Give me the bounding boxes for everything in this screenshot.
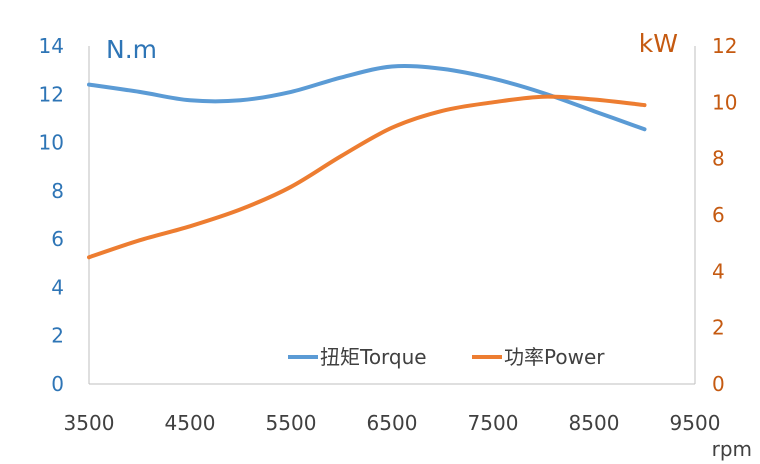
right-tick-label: 10 [712, 90, 737, 114]
series-lines [87, 64, 647, 260]
left-tick-label: 14 [39, 34, 64, 58]
right-tick-label: 2 [712, 316, 725, 340]
torque-series-line [87, 64, 647, 132]
x-axis-ticks: 3500 4500 5500 6500 7500 8500 9500 [64, 411, 721, 435]
right-tick-label: 0 [712, 372, 725, 396]
right-axis-ticks: 0 2 4 6 8 10 12 [712, 34, 737, 396]
left-tick-label: 8 [51, 179, 64, 203]
legend: 扭矩Torque 功率Power [288, 345, 605, 369]
left-tick-label: 4 [51, 275, 64, 299]
x-tick-label: 4500 [165, 411, 216, 435]
left-axis-unit: N.m [106, 35, 157, 64]
left-tick-label: 2 [51, 324, 64, 348]
left-tick-label: 6 [51, 227, 64, 251]
left-tick-label: 10 [39, 131, 64, 155]
axes [88, 46, 696, 385]
x-axis-label: rpm [712, 437, 752, 461]
x-tick-label: 3500 [64, 411, 115, 435]
right-tick-label: 6 [712, 203, 725, 227]
x-tick-label: 9500 [670, 411, 721, 435]
left-tick-label: 0 [51, 372, 64, 396]
left-axis-ticks: 0 2 4 6 8 10 12 14 [39, 34, 64, 396]
power-series-line [87, 94, 647, 260]
legend-label-torque: 扭矩Torque [320, 345, 427, 369]
legend-label-power: 功率Power [504, 345, 605, 369]
right-tick-label: 4 [712, 259, 725, 283]
right-axis-unit: kW [639, 29, 678, 58]
x-tick-label: 7500 [468, 411, 519, 435]
x-tick-label: 8500 [569, 411, 620, 435]
x-tick-label: 5500 [266, 411, 317, 435]
right-tick-label: 12 [712, 34, 737, 58]
left-tick-label: 12 [39, 82, 64, 106]
right-tick-label: 8 [712, 147, 725, 171]
x-tick-label: 6500 [367, 411, 418, 435]
